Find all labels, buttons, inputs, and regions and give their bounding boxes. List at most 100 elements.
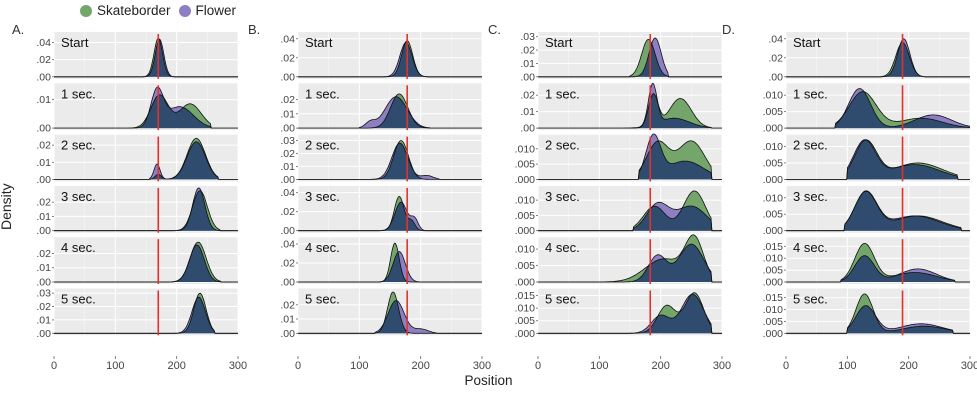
density-outline-flower xyxy=(298,42,482,78)
y-axis-title: Density xyxy=(0,183,14,230)
y-tick-label: .000 xyxy=(763,225,784,237)
y-tick-label: .010 xyxy=(515,244,536,256)
density-overlap xyxy=(54,141,238,180)
y-tick-label: .000 xyxy=(763,123,784,135)
row-label: 3 sec. xyxy=(305,189,340,204)
y-tick-label: .00 xyxy=(280,123,295,135)
y-tick-label: .01 xyxy=(280,108,295,120)
x-tick-label: 300 xyxy=(229,360,247,372)
row-label: 4 sec. xyxy=(305,240,340,255)
y-tick-label: .010 xyxy=(763,304,784,316)
density-outline-flower xyxy=(786,88,971,129)
y-tick-label: .005 xyxy=(763,157,784,169)
x-tick-label: 0 xyxy=(295,360,301,372)
density-outline-flower xyxy=(298,201,482,232)
row-label: 4 sec. xyxy=(61,240,96,255)
y-tick-label: .02 xyxy=(280,52,295,64)
density-overlap xyxy=(54,190,238,231)
y-tick-label: .02 xyxy=(36,248,51,260)
density-outline-flower xyxy=(54,86,238,129)
y-tick-label: .005 xyxy=(515,159,536,171)
y-tick-label: .04 xyxy=(36,37,51,49)
panel-label-1: B. xyxy=(248,22,260,37)
y-tick-label: .02 xyxy=(280,148,295,160)
y-tick-label: .02 xyxy=(36,54,51,66)
density-outline-flower xyxy=(54,244,238,283)
y-tick-label: .02 xyxy=(768,52,783,64)
row-label: 2 sec. xyxy=(305,138,340,153)
x-tick-label: 300 xyxy=(473,360,491,372)
y-tick-label: .01 xyxy=(280,314,295,326)
panel-label-3: D. xyxy=(722,22,735,37)
density-outline-flower xyxy=(786,38,970,78)
y-tick-label: .02 xyxy=(280,94,295,106)
legend-swatch-skateborder xyxy=(80,4,92,17)
y-tick-label: .02 xyxy=(520,90,535,102)
y-tick-label: .03 xyxy=(36,288,51,300)
density-overlap xyxy=(538,244,722,282)
density-overlap xyxy=(298,300,482,334)
x-tick-label: 100 xyxy=(838,360,856,372)
density-overlap xyxy=(298,143,482,180)
y-tick-label: .02 xyxy=(280,206,295,218)
x-axis-title: Position xyxy=(464,373,513,388)
legend-swatch-flower xyxy=(178,4,191,17)
y-tick-label: .005 xyxy=(763,265,784,277)
density-outline-flower xyxy=(538,82,722,129)
y-tick-label: .00 xyxy=(280,277,295,289)
density-overlap xyxy=(538,294,722,334)
y-tick-label: .01 xyxy=(520,58,535,70)
y-tick-label: .000 xyxy=(763,174,784,186)
density-outline-flower xyxy=(54,141,238,180)
row-label: 2 sec. xyxy=(545,138,580,153)
density-overlap xyxy=(786,91,970,129)
x-tick-label: 200 xyxy=(411,360,429,372)
row-label: 5 sec. xyxy=(61,292,96,307)
row-label: Start xyxy=(545,35,573,50)
y-tick-label: .04 xyxy=(280,33,295,45)
x-tick-label: 0 xyxy=(535,360,541,372)
legend-label-skateborder: Skateborder xyxy=(97,3,171,18)
density-outline-flower xyxy=(786,190,970,232)
y-tick-label: .010 xyxy=(763,90,784,102)
row-label: 5 sec. xyxy=(545,292,580,307)
y-tick-label: .010 xyxy=(515,303,536,315)
density-outline-flower xyxy=(538,37,722,78)
y-tick-label: .00 xyxy=(520,123,535,135)
density-outline-flower xyxy=(298,96,482,129)
y-tick-label: .00 xyxy=(36,71,51,83)
density-overlap xyxy=(538,140,722,180)
legend: Skateborder Flower xyxy=(80,3,244,18)
row-label: 5 sec. xyxy=(305,292,340,307)
row-label: 2 sec. xyxy=(61,138,96,153)
row-label: 1 sec. xyxy=(305,86,340,101)
y-tick-label: .02 xyxy=(36,197,51,209)
y-tick-label: .005 xyxy=(763,316,784,328)
y-tick-label: .00 xyxy=(36,123,51,135)
y-tick-label: .005 xyxy=(515,260,536,272)
y-tick-label: .010 xyxy=(763,141,784,153)
y-tick-label: .005 xyxy=(515,315,536,327)
y-tick-label: .00 xyxy=(280,71,295,83)
y-tick-label: .01 xyxy=(280,161,295,173)
row-label: 5 sec. xyxy=(793,292,828,307)
row-label: 3 sec. xyxy=(61,189,96,204)
y-tick-label: .005 xyxy=(763,209,784,221)
y-tick-label: .015 xyxy=(763,292,784,304)
row-label: 3 sec. xyxy=(545,189,580,204)
x-tick-label: 300 xyxy=(713,360,731,372)
panel-label-2: C. xyxy=(488,22,501,37)
y-tick-label: .01 xyxy=(36,211,51,223)
y-tick-label: .01 xyxy=(36,262,51,274)
density-overlap xyxy=(786,191,970,231)
y-tick-label: .00 xyxy=(280,328,295,340)
density-outline-flower xyxy=(54,296,238,334)
y-tick-label: .01 xyxy=(36,157,51,169)
density-overlap xyxy=(298,96,482,129)
y-tick-label: .02 xyxy=(36,301,51,313)
density-overlap xyxy=(54,244,238,282)
y-tick-label: .005 xyxy=(515,210,536,222)
panel-label-0: A. xyxy=(12,22,24,37)
y-tick-label: .00 xyxy=(36,277,51,289)
